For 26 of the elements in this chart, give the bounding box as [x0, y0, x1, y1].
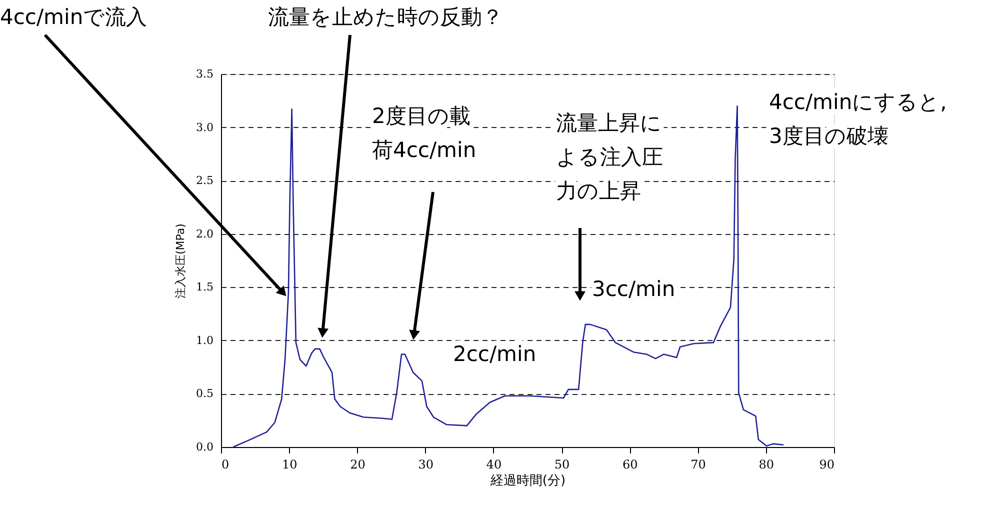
x-tick-label: 0 [222, 458, 230, 472]
x-axis-title: 経過時間(分) [489, 474, 566, 488]
x-tick-label: 90 [819, 458, 834, 472]
y-tick-label: 0.5 [196, 387, 214, 400]
y-tick-label: 0.0 [196, 440, 214, 454]
annotation: 2cc/min [453, 342, 536, 366]
x-tick-label: 80 [758, 458, 774, 472]
x-tick-label: 50 [554, 458, 570, 472]
annotation: 4cc/minにすると,3度目の破壊 [769, 90, 947, 148]
y-tick-label: 1.0 [196, 334, 214, 347]
y-tick-label: 2.0 [196, 227, 214, 240]
y-tick-label: 2.5 [196, 174, 214, 188]
x-tick-label: 30 [418, 458, 434, 472]
y-tick-label: 3.0 [196, 120, 214, 134]
x-tick-label: 10 [282, 458, 298, 472]
annotation: 2度目の載荷4cc/min [372, 104, 476, 162]
x-tick-label: 20 [350, 458, 366, 472]
x-tick-label: 60 [622, 458, 638, 472]
y-tick-label: 1.5 [196, 280, 214, 294]
annotation: 3cc/min [592, 277, 676, 301]
x-tick-label: 40 [486, 458, 502, 472]
y-axis-title: 注入水圧(MPa) [174, 224, 188, 298]
y-tick-label: 3.5 [196, 68, 214, 80]
text: 流量を止めた時の反動？ [268, 5, 503, 29]
annotation: 4cc/minで流入 [0, 5, 148, 29]
x-tick-label: 70 [690, 458, 706, 472]
